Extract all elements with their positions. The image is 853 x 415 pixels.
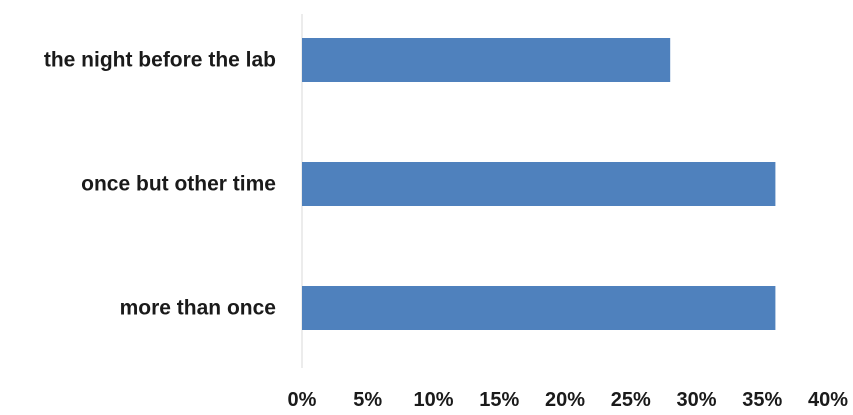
bar-2	[302, 162, 776, 206]
x-tick-label-5: 5%	[353, 389, 382, 411]
x-axis-tick-labels: 0% 5% 10% 15% 20% 25% 30% 35% 40%	[288, 389, 849, 411]
bar-1	[302, 38, 671, 82]
category-labels: the night before the lab once but other t…	[44, 49, 276, 320]
x-tick-label-30: 30%	[676, 389, 716, 411]
category-label-1: the night before the lab	[44, 49, 276, 72]
category-label-3: more than once	[120, 297, 276, 320]
x-tick-label-15: 15%	[479, 389, 519, 411]
x-tick-label-40: 40%	[808, 389, 848, 411]
x-tick-label-10: 10%	[413, 389, 453, 411]
bar-3	[302, 286, 776, 330]
x-tick-label-25: 25%	[611, 389, 651, 411]
x-tick-label-20: 20%	[545, 389, 585, 411]
x-tick-label-0: 0%	[288, 389, 317, 411]
x-tick-label-35: 35%	[742, 389, 782, 411]
category-label-2: once but other time	[81, 173, 276, 196]
bars-layer	[302, 38, 776, 330]
